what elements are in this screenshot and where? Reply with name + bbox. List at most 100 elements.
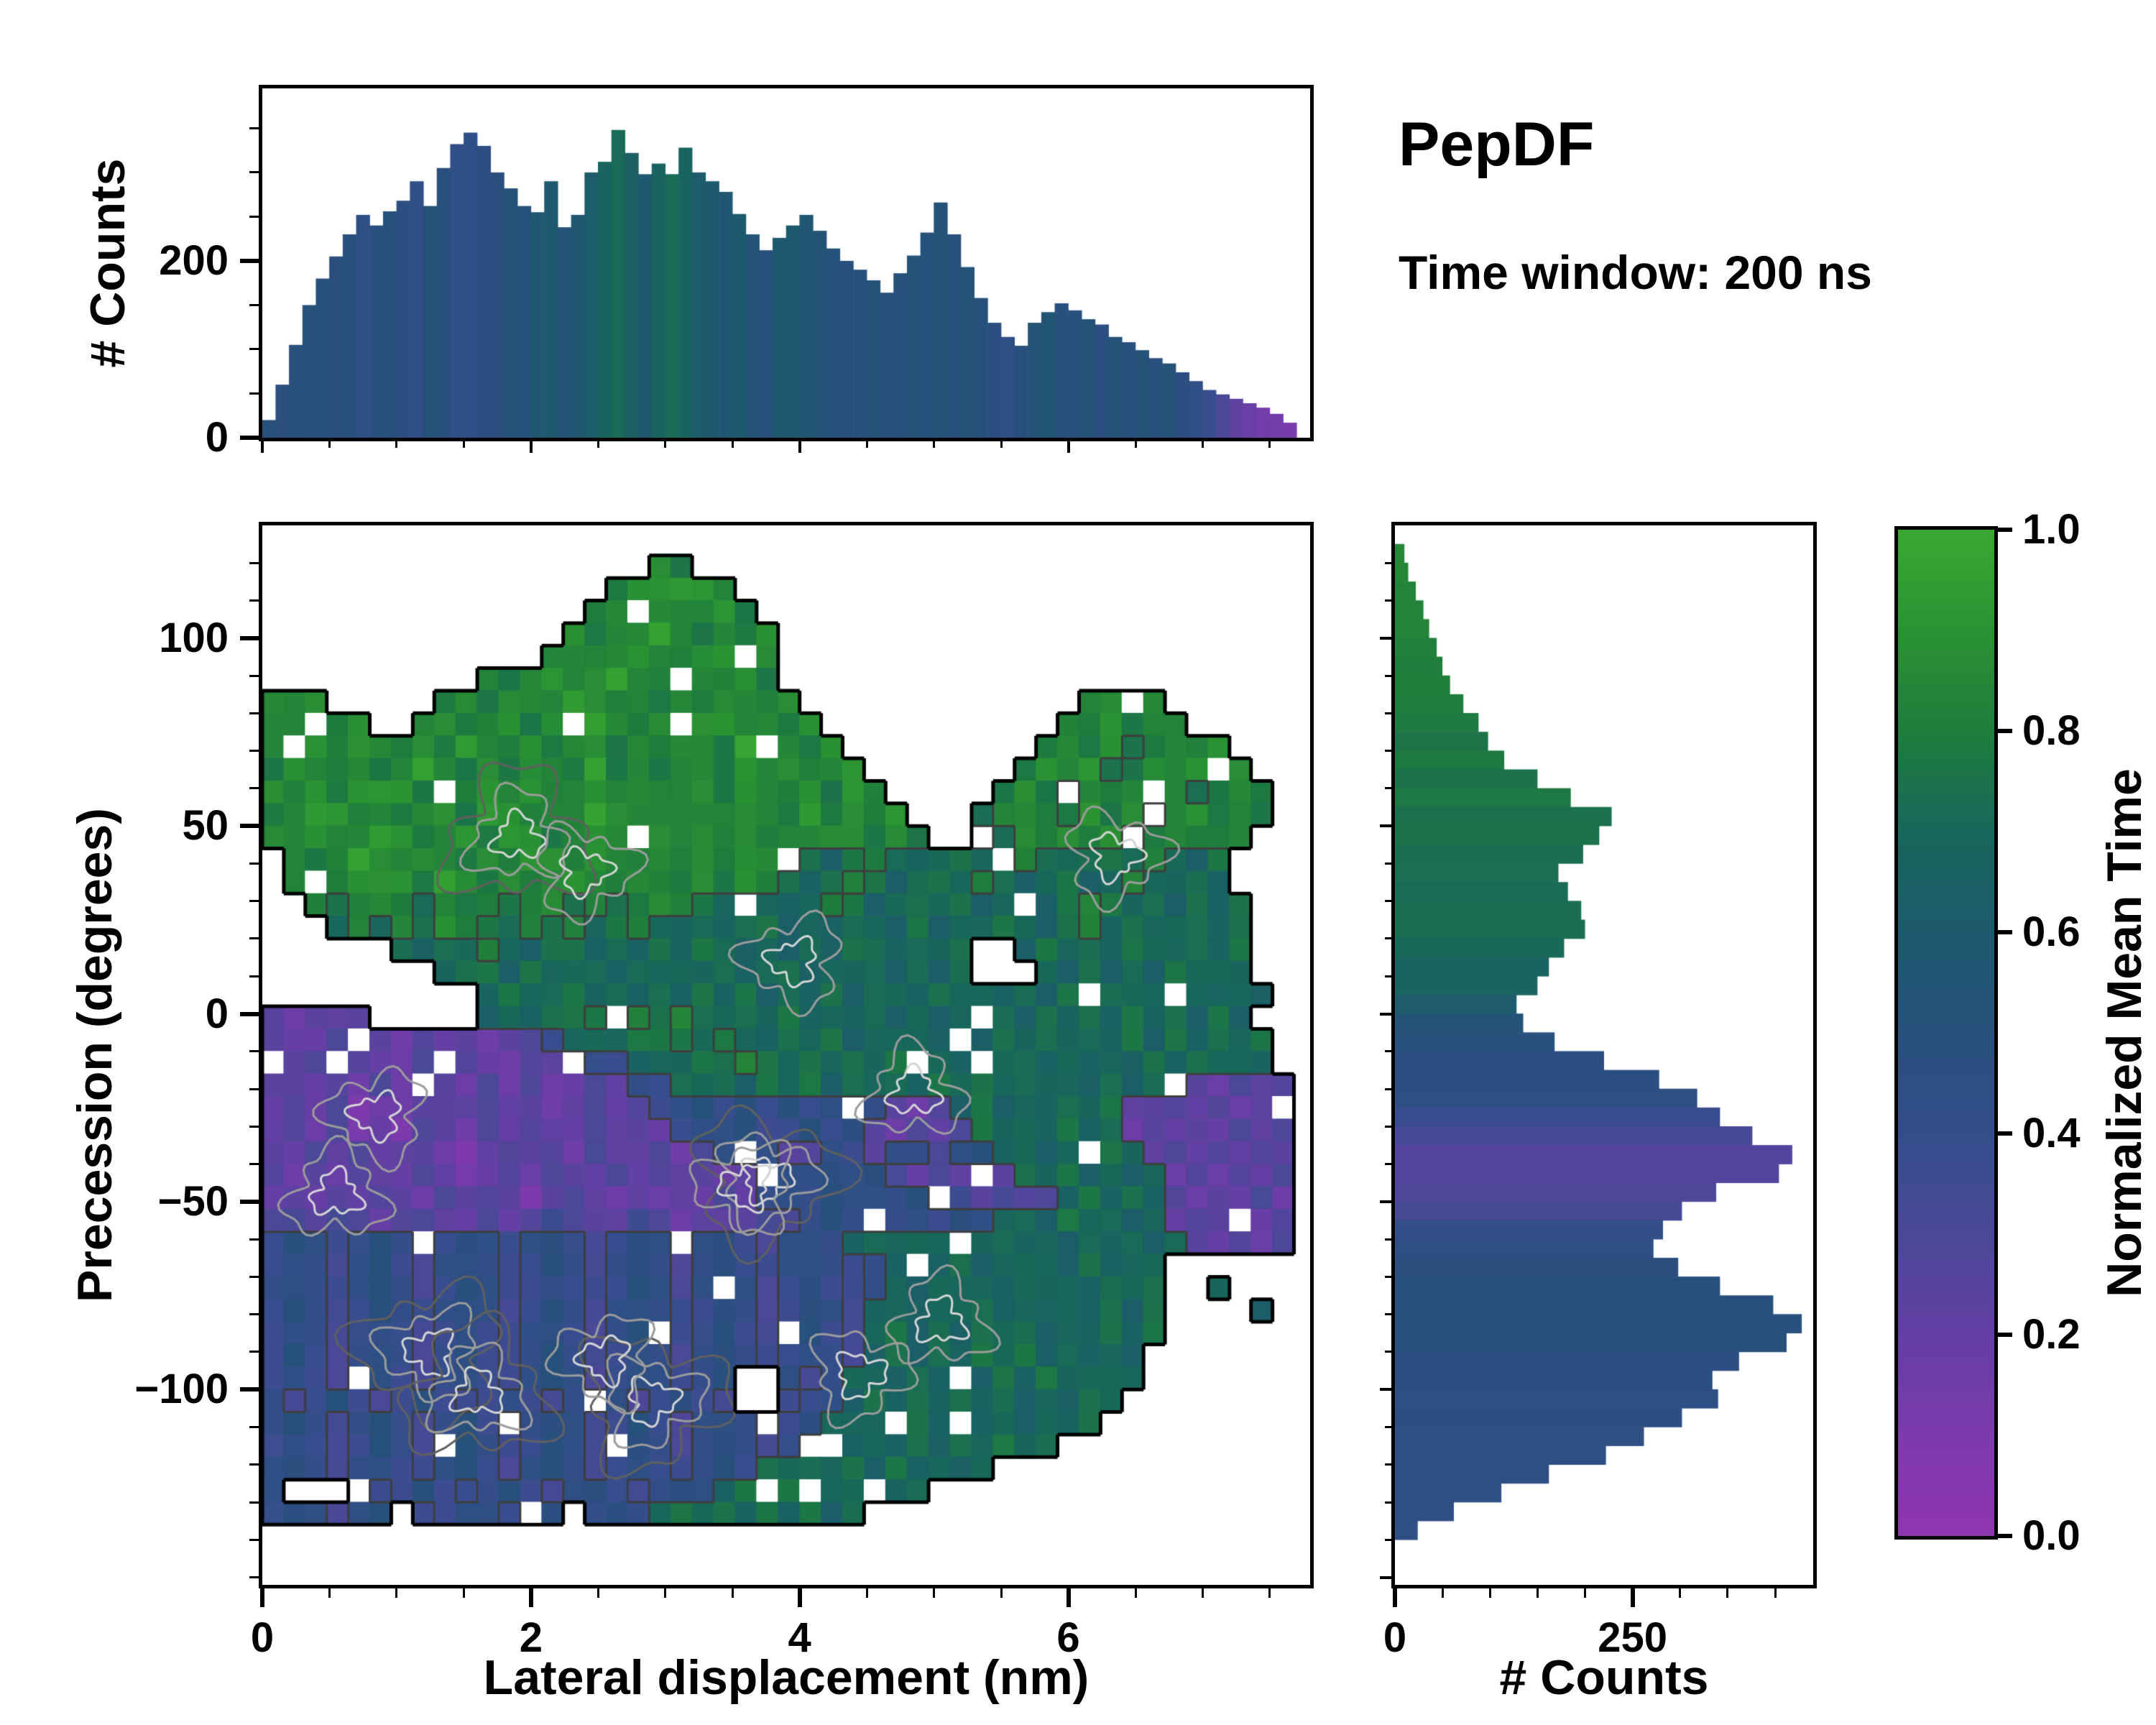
tick-mark	[1385, 862, 1391, 865]
tick-mark	[249, 1501, 259, 1504]
tick-mark	[249, 215, 259, 218]
tick-mark	[395, 441, 398, 448]
joint-heatmap-panel: 0 2 4 6 −100 −50 0 50 100	[134, 522, 1314, 1659]
tick-mark	[865, 441, 868, 448]
tick-mark	[731, 441, 734, 448]
tick-mark	[1536, 1588, 1539, 1598]
tick-mark	[1998, 1333, 2012, 1337]
tick-mark	[1380, 1576, 1391, 1579]
tick-mark	[1380, 1388, 1391, 1392]
tick-mark	[664, 1588, 667, 1598]
tick-label: 0	[205, 990, 229, 1037]
tick-label: 0.0	[2022, 1512, 2081, 1559]
tick-mark	[1385, 674, 1391, 677]
tick-mark	[1385, 787, 1391, 790]
tick-mark	[249, 750, 259, 753]
tick-mark	[1268, 1588, 1271, 1598]
tick-mark	[865, 1588, 868, 1598]
tick-mark	[240, 1011, 259, 1016]
tick-mark	[240, 635, 259, 640]
tick-mark	[1201, 1588, 1204, 1598]
tick-label: 0	[250, 1614, 275, 1661]
tick-mark	[1134, 441, 1137, 448]
tick-mark	[1385, 1087, 1391, 1090]
tick-label: 0	[1383, 1614, 1407, 1661]
tick-mark	[249, 1050, 259, 1053]
tick-mark	[1385, 750, 1391, 753]
tick-mark	[249, 787, 259, 790]
tick-mark	[249, 599, 259, 602]
tick-mark	[249, 674, 259, 677]
tick-mark	[249, 392, 259, 395]
tick-mark	[462, 1588, 465, 1598]
tick-mark	[1998, 1131, 2012, 1136]
tick-mark	[261, 441, 264, 453]
tick-label: −50	[157, 1177, 229, 1225]
tick-label: 250	[1598, 1614, 1668, 1661]
tick-mark	[1998, 729, 2012, 733]
tick-mark	[528, 1588, 533, 1607]
tick-mark	[1393, 1588, 1397, 1607]
tick-label: 6	[1056, 1614, 1080, 1661]
tick-mark	[1385, 1463, 1391, 1466]
colorbar-panel: 0.0 0.2 0.4 0.6 0.8 1.0	[1894, 509, 2081, 1557]
tick-mark	[1385, 1050, 1391, 1053]
tick-label: 4	[788, 1614, 811, 1661]
tick-mark	[249, 937, 259, 940]
tick-mark	[1380, 824, 1391, 828]
tick-mark	[240, 1199, 259, 1204]
tick-mark	[1385, 1501, 1391, 1504]
tick-mark	[249, 171, 259, 174]
tick-label: 0.8	[2022, 707, 2081, 754]
tick-mark	[240, 1387, 259, 1392]
top-histogram-ylabel: # Counts	[80, 158, 135, 368]
tick-mark	[249, 975, 259, 978]
tick-mark	[1998, 930, 2012, 934]
tick-mark	[249, 900, 259, 903]
tick-mark	[249, 1538, 259, 1541]
tick-mark	[1134, 1588, 1137, 1598]
tick-mark	[1385, 937, 1391, 940]
tick-mark	[249, 1125, 259, 1128]
tick-mark	[240, 258, 259, 263]
tick-label: 2	[519, 1614, 543, 1661]
tick-mark	[1630, 1588, 1635, 1607]
joint-heatmap-canvas	[262, 525, 1310, 1585]
right-histogram-canvas	[1395, 525, 1813, 1585]
tick-mark	[664, 441, 667, 448]
tick-mark	[933, 1588, 936, 1598]
tick-mark	[1385, 599, 1391, 602]
tick-mark	[1774, 1588, 1777, 1598]
tick-mark	[731, 1588, 734, 1598]
tick-mark	[249, 303, 259, 306]
tick-mark	[1385, 712, 1391, 714]
tick-mark	[1998, 528, 2012, 532]
tick-mark	[249, 1576, 259, 1579]
tick-label: 1.0	[2022, 506, 2081, 553]
top-histogram-canvas	[262, 88, 1310, 438]
tick-label: 0.6	[2022, 908, 2081, 955]
tick-mark	[1441, 1588, 1444, 1598]
tick-label: 0	[205, 414, 229, 461]
tick-mark	[249, 1313, 259, 1316]
tick-mark	[1726, 1588, 1729, 1598]
tick-mark	[249, 1087, 259, 1090]
tick-label: 200	[159, 236, 229, 284]
tick-mark	[1000, 441, 1003, 448]
tick-mark	[1385, 561, 1391, 564]
main-xlabel: Lateral displacement (nm)	[483, 1650, 1089, 1705]
tick-label: −100	[134, 1366, 229, 1413]
tick-mark	[1380, 1012, 1391, 1016]
tick-mark	[1385, 1425, 1391, 1428]
tick-mark	[328, 1588, 331, 1598]
tick-mark	[395, 1588, 398, 1598]
tick-mark	[1201, 441, 1204, 448]
top-histogram-panel: 0 200	[159, 85, 1314, 459]
tick-label: 50	[182, 802, 229, 850]
tick-mark	[1584, 1588, 1587, 1598]
tick-mark	[249, 712, 259, 714]
colorbar-canvas	[1898, 530, 1994, 1536]
tick-mark	[240, 824, 259, 829]
tick-mark	[596, 441, 599, 448]
